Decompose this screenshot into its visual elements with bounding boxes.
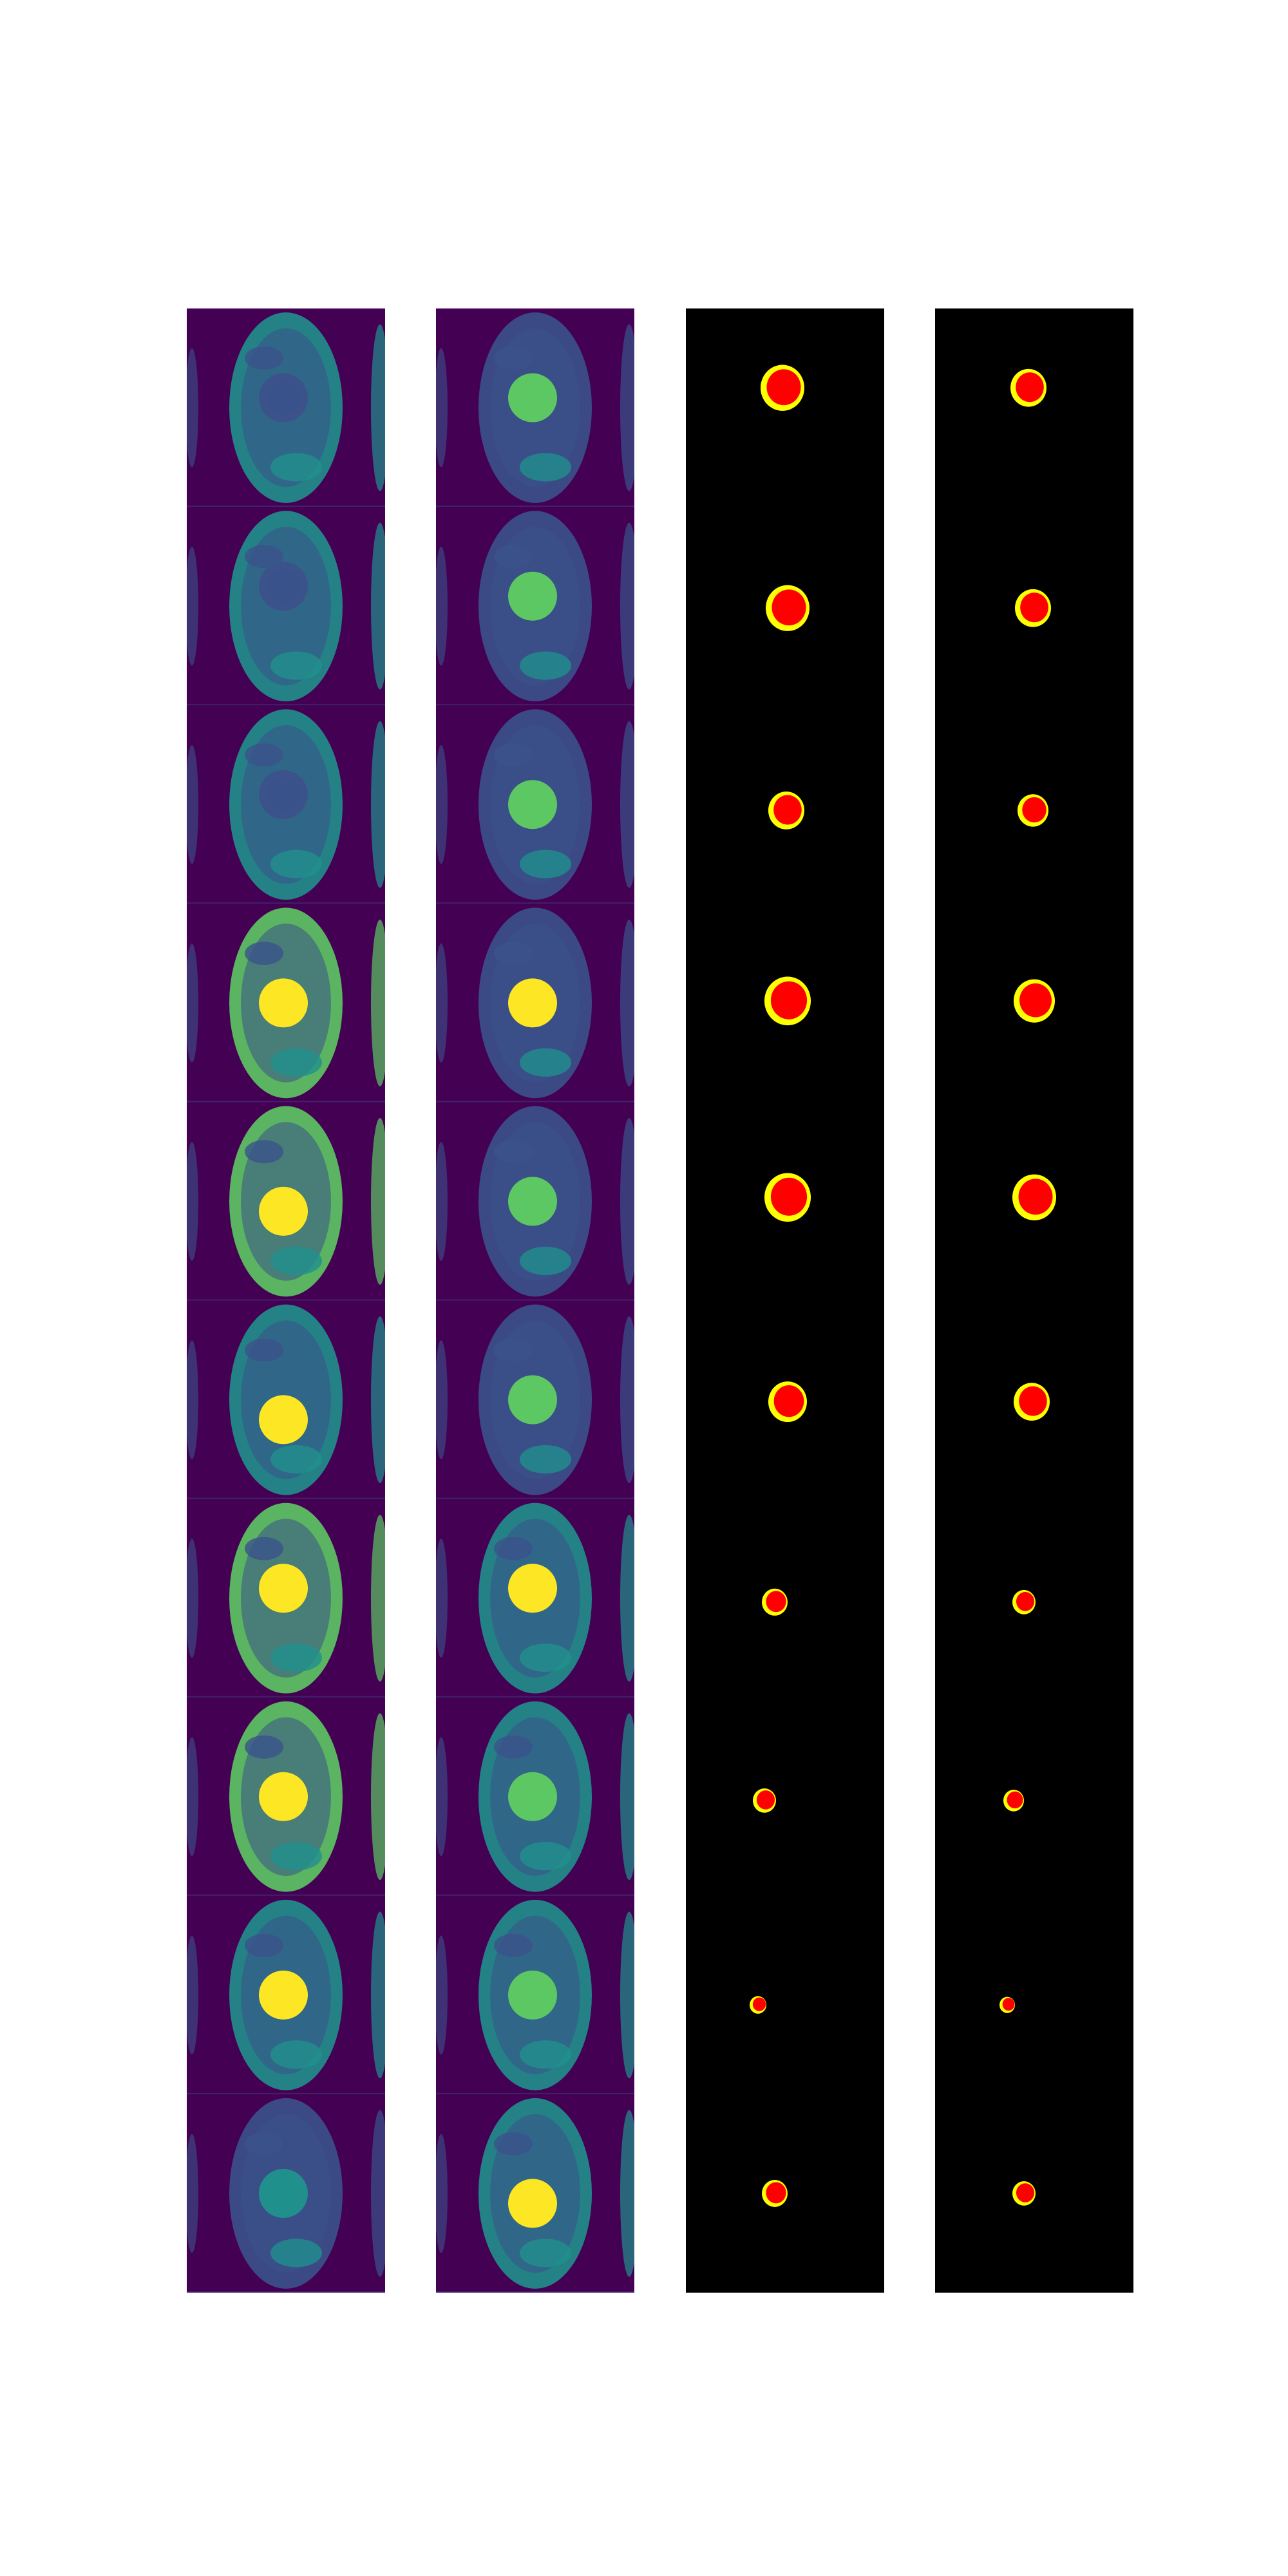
- mri-strip-1-tile: [187, 312, 385, 507]
- cavity-mask: [752, 1997, 766, 2011]
- segmentation-column-2: [935, 308, 1133, 2293]
- mri-strip-1-tile: [187, 1502, 385, 1698]
- mri-strip-2-svg: [436, 308, 634, 2293]
- mri-strip-1-tile: [187, 709, 385, 904]
- mri-strip-2-tile: [436, 1106, 634, 1301]
- mri-strip-1-tile: [187, 511, 385, 706]
- cavity-mask: [770, 981, 808, 1019]
- mri-strip-2-tile: [436, 1502, 634, 1698]
- mri-strip-1-tile: [187, 1701, 385, 1896]
- cavity-mask: [1016, 2183, 1035, 2202]
- cavity-mask: [1016, 1592, 1035, 1611]
- mri-strip-2-tile: [436, 312, 634, 507]
- mri-strip-1-svg: [187, 308, 385, 2293]
- mri-strip-1-tile: [187, 1106, 385, 1301]
- mri-strip-1-tile: [187, 1304, 385, 1499]
- mri-strip-2-tile: [436, 1899, 634, 2094]
- mri-strip-1-tile: [187, 1899, 385, 2094]
- mri-strip-1-tile: [187, 907, 385, 1103]
- cavity-mask: [1022, 797, 1046, 823]
- cavity-mask: [1019, 983, 1052, 1018]
- segmentation-column-1: [686, 308, 884, 2293]
- cavity-mask: [1019, 1386, 1047, 1416]
- cavity-mask: [1007, 1791, 1023, 1809]
- mri-strip-2-tile: [436, 1304, 634, 1499]
- cavity-mask: [1020, 592, 1048, 623]
- cavity-mask: [773, 795, 802, 825]
- mri-column-1: [187, 308, 385, 2293]
- mri-strip-2-tile: [436, 907, 634, 1103]
- cavity-mask: [773, 1385, 804, 1417]
- segmentation-strip-1-svg: [686, 308, 884, 2293]
- cavity-mask: [1018, 1179, 1053, 1215]
- cavity-mask: [756, 1790, 775, 1810]
- mri-strip-2-tile: [436, 511, 634, 706]
- segmentation-strip-2-svg: [935, 308, 1133, 2293]
- cavity-mask: [766, 1591, 786, 1613]
- cavity-mask: [766, 369, 801, 406]
- cavity-mask: [772, 589, 806, 626]
- cavity-mask: [1002, 1998, 1015, 2011]
- cavity-mask: [766, 2182, 786, 2204]
- mri-strip-2-tile: [436, 709, 634, 904]
- mri-column-2: [436, 308, 634, 2293]
- mri-strip-1-tile: [187, 2098, 385, 2293]
- cavity-mask: [1016, 372, 1044, 402]
- mri-strip-2-tile: [436, 2098, 634, 2293]
- mri-strip-2-tile: [436, 1701, 634, 1896]
- cavity-mask: [770, 1177, 808, 1216]
